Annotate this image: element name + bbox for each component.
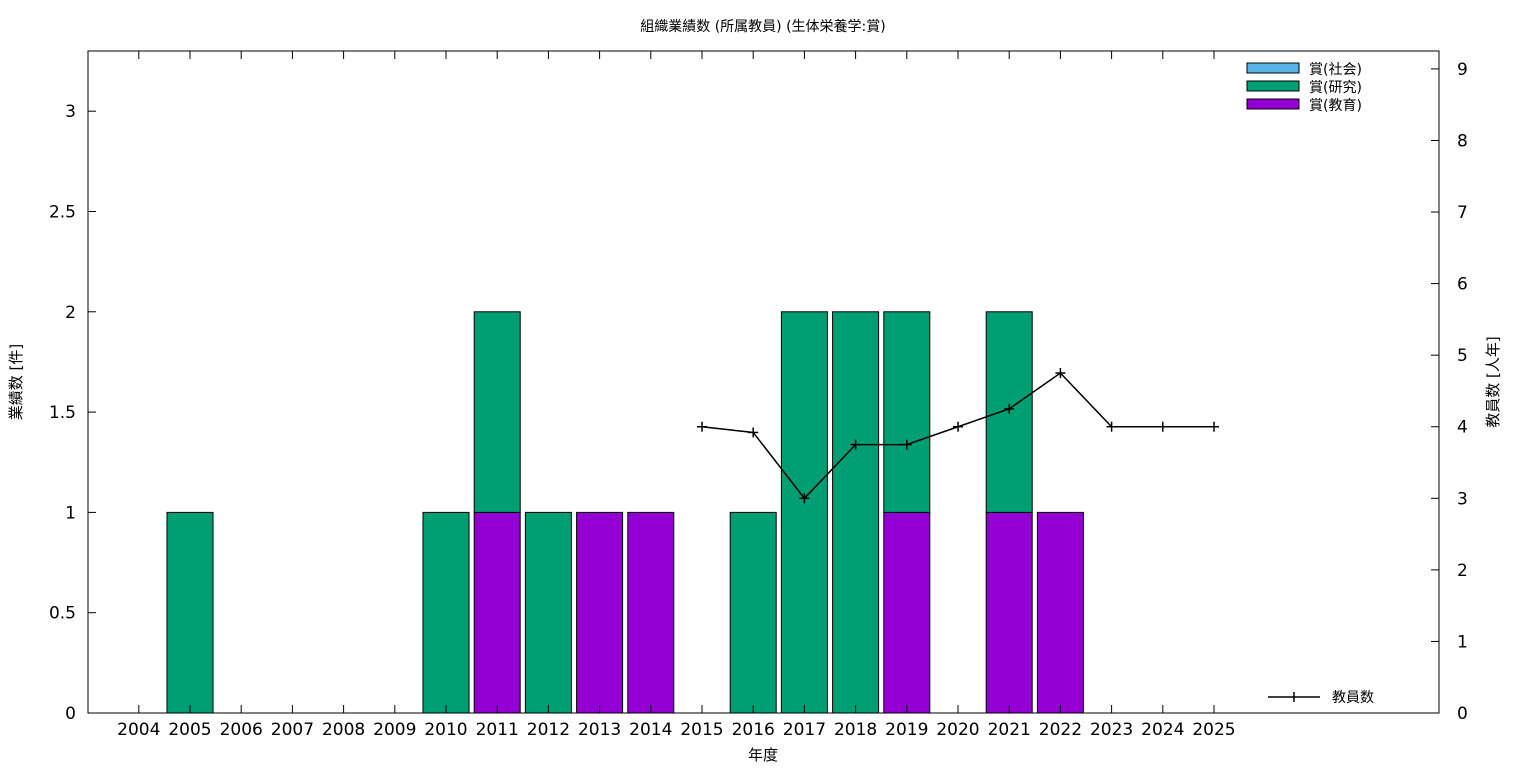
series-line-教員数 <box>701 372 1214 500</box>
line-point-2023 <box>1106 421 1117 432</box>
bar-2017-s1 <box>780 311 828 714</box>
x-tick-label-2024: 2024 <box>1141 720 1184 740</box>
legend-label-0: 賞(社会) <box>1309 62 1362 78</box>
x-tick-label-2007: 2007 <box>271 720 314 740</box>
x-tick-label-2017: 2017 <box>783 720 826 740</box>
bar-2022-s0 <box>1036 511 1084 714</box>
bar-2018-s1 <box>832 311 880 714</box>
line-point-2025 <box>1209 421 1219 432</box>
x-tick-label-2006: 2006 <box>220 720 263 740</box>
legend-swatch-2 <box>1246 98 1300 110</box>
line-point-2020 <box>953 421 963 432</box>
y-tick-label-1: 0.5 <box>49 604 76 624</box>
legend-label-1: 賞(研究) <box>1309 80 1362 96</box>
bar-2014-s0 <box>627 511 675 714</box>
y-tick-label-4: 2 <box>65 303 76 323</box>
y-tick-label-5: 2.5 <box>49 202 76 222</box>
x-tick-label-2021: 2021 <box>988 720 1031 740</box>
y2-tick-label-1: 1 <box>1457 632 1468 652</box>
line-point-2024 <box>1157 421 1168 432</box>
legend-swatch-1 <box>1246 80 1300 92</box>
line-point-2021 <box>1004 403 1015 414</box>
y2-tick-label-0: 0 <box>1457 704 1468 724</box>
y2-tick-label-4: 4 <box>1457 418 1468 438</box>
bar-2013-s0 <box>576 511 624 714</box>
y-tick-label-0: 0 <box>65 704 76 724</box>
x-tick-label-2014: 2014 <box>629 720 672 740</box>
x-tick-label-2011: 2011 <box>476 720 519 740</box>
legend-label-2: 賞(教育) <box>1309 98 1362 114</box>
legend-swatch-0 <box>1246 62 1300 74</box>
x-tick-label-2005: 2005 <box>168 720 211 740</box>
bar-2010-s1 <box>422 511 470 714</box>
x-tick-label-2010: 2010 <box>424 720 467 740</box>
axes-layer: 0 0.5 1 1.5 2 2.5 3 0 1 2 3 4 5 6 7 8 9 2004 2005 2006 2007 2… <box>49 51 1468 740</box>
y2-tick-label-5: 5 <box>1457 346 1468 366</box>
y2-tick-label-2: 2 <box>1457 561 1468 581</box>
y2-tick-label-7: 7 <box>1457 203 1468 223</box>
line-point-2015 <box>697 421 707 432</box>
bar-2011-s1 <box>473 311 521 513</box>
x-tick-label-2004: 2004 <box>117 720 160 740</box>
x-tick-label-2020: 2020 <box>936 720 979 740</box>
x-tick-label-2015: 2015 <box>680 720 723 740</box>
legend-label-line: 教員数 <box>1332 690 1374 706</box>
y-tick-label-6: 3 <box>65 102 76 122</box>
bar-2005-s1 <box>166 511 214 714</box>
bar-2021-s1 <box>985 311 1033 513</box>
x-tick-label-2019: 2019 <box>885 720 928 740</box>
line-point-2019 <box>901 439 912 450</box>
bar-2021-s0 <box>985 511 1033 714</box>
y2-tick-label-6: 6 <box>1457 275 1468 295</box>
x-tick-label-2012: 2012 <box>527 720 570 740</box>
y2-tick-label-3: 3 <box>1457 489 1468 509</box>
line-point-2022 <box>1055 368 1066 379</box>
y-axis-label: 業績数 [件] <box>7 344 25 420</box>
y-tick-label-2: 1 <box>65 503 76 523</box>
x-tick-label-2008: 2008 <box>322 720 365 740</box>
bar-2016-s1 <box>729 511 777 714</box>
x-tick-label-2009: 2009 <box>373 720 416 740</box>
x-axis-label: 年度 <box>748 746 778 764</box>
bar-2019-s0 <box>883 511 931 714</box>
y2-axis-label: 教員数 [人年] <box>1484 336 1502 427</box>
bar-2019-s1 <box>883 311 931 513</box>
chart-title: 組織業績数 (所属教員) (生体栄養学:賞) <box>640 18 885 35</box>
line-point-2017 <box>799 493 810 504</box>
line-point-2016 <box>748 427 759 438</box>
legend: 賞(社会) 賞(研究) 賞(教育) 教員数 <box>1246 62 1374 706</box>
line-layer <box>697 368 1219 504</box>
x-tick-label-2022: 2022 <box>1039 720 1082 740</box>
y2-tick-label-8: 8 <box>1457 131 1468 151</box>
bar-2012-s1 <box>524 511 572 714</box>
line-point-2018 <box>850 439 861 450</box>
y2-tick-label-9: 9 <box>1457 60 1468 80</box>
x-tick-label-2016: 2016 <box>732 720 775 740</box>
bar-2011-s0 <box>473 511 521 714</box>
bars-layer <box>166 311 1084 714</box>
x-tick-label-2018: 2018 <box>834 720 877 740</box>
x-tick-label-2013: 2013 <box>578 720 621 740</box>
x-tick-label-2023: 2023 <box>1090 720 1133 740</box>
x-tick-label-2025: 2025 <box>1192 720 1235 740</box>
y-tick-label-3: 1.5 <box>49 403 76 423</box>
